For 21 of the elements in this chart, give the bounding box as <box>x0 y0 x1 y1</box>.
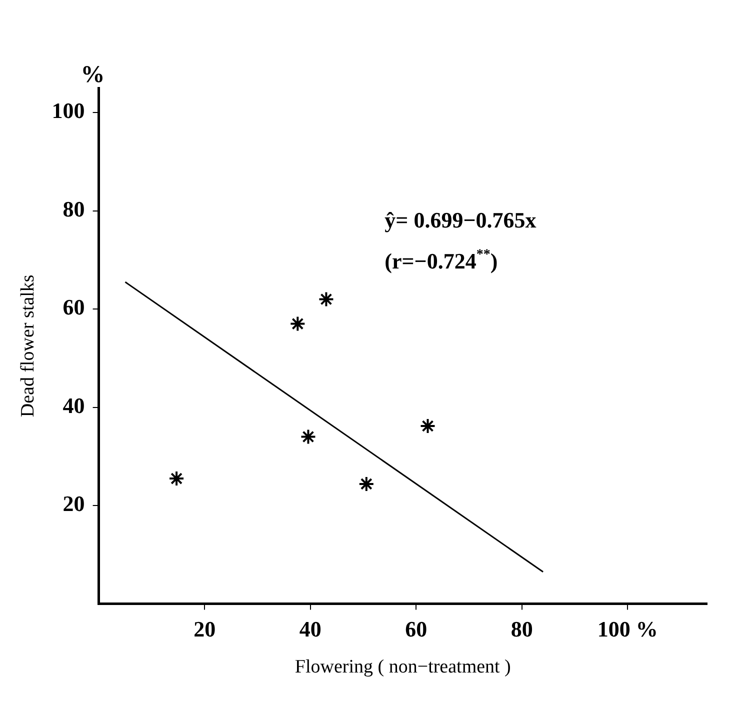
point <box>420 418 436 434</box>
y-tick-label: 20 <box>62 491 85 516</box>
point <box>318 291 334 308</box>
x-tick-label: 60 <box>405 616 428 642</box>
annotation: (r=−0.724**) <box>384 248 498 274</box>
y-tick-label: 100 <box>52 98 85 124</box>
x-tick-label: 40 <box>299 616 322 642</box>
y-tick-label: 80 <box>62 196 85 222</box>
text: % <box>80 62 105 88</box>
point <box>290 316 306 332</box>
y-tick-label: 40 <box>62 392 85 418</box>
point <box>168 470 185 487</box>
x-tick-label: 20 <box>194 616 216 642</box>
x-tick-label: 100 % <box>597 616 658 642</box>
y-tick-label: 60 <box>62 294 85 320</box>
point <box>300 428 316 445</box>
y-axis-title: Dead flower stalks <box>17 274 38 418</box>
annotation: ŷ= 0.699−0.765x <box>384 207 536 232</box>
x-axis-title: Flowering ( non−treatment ) <box>294 656 511 678</box>
x-tick-label: 80 <box>510 616 533 642</box>
point <box>358 476 374 492</box>
